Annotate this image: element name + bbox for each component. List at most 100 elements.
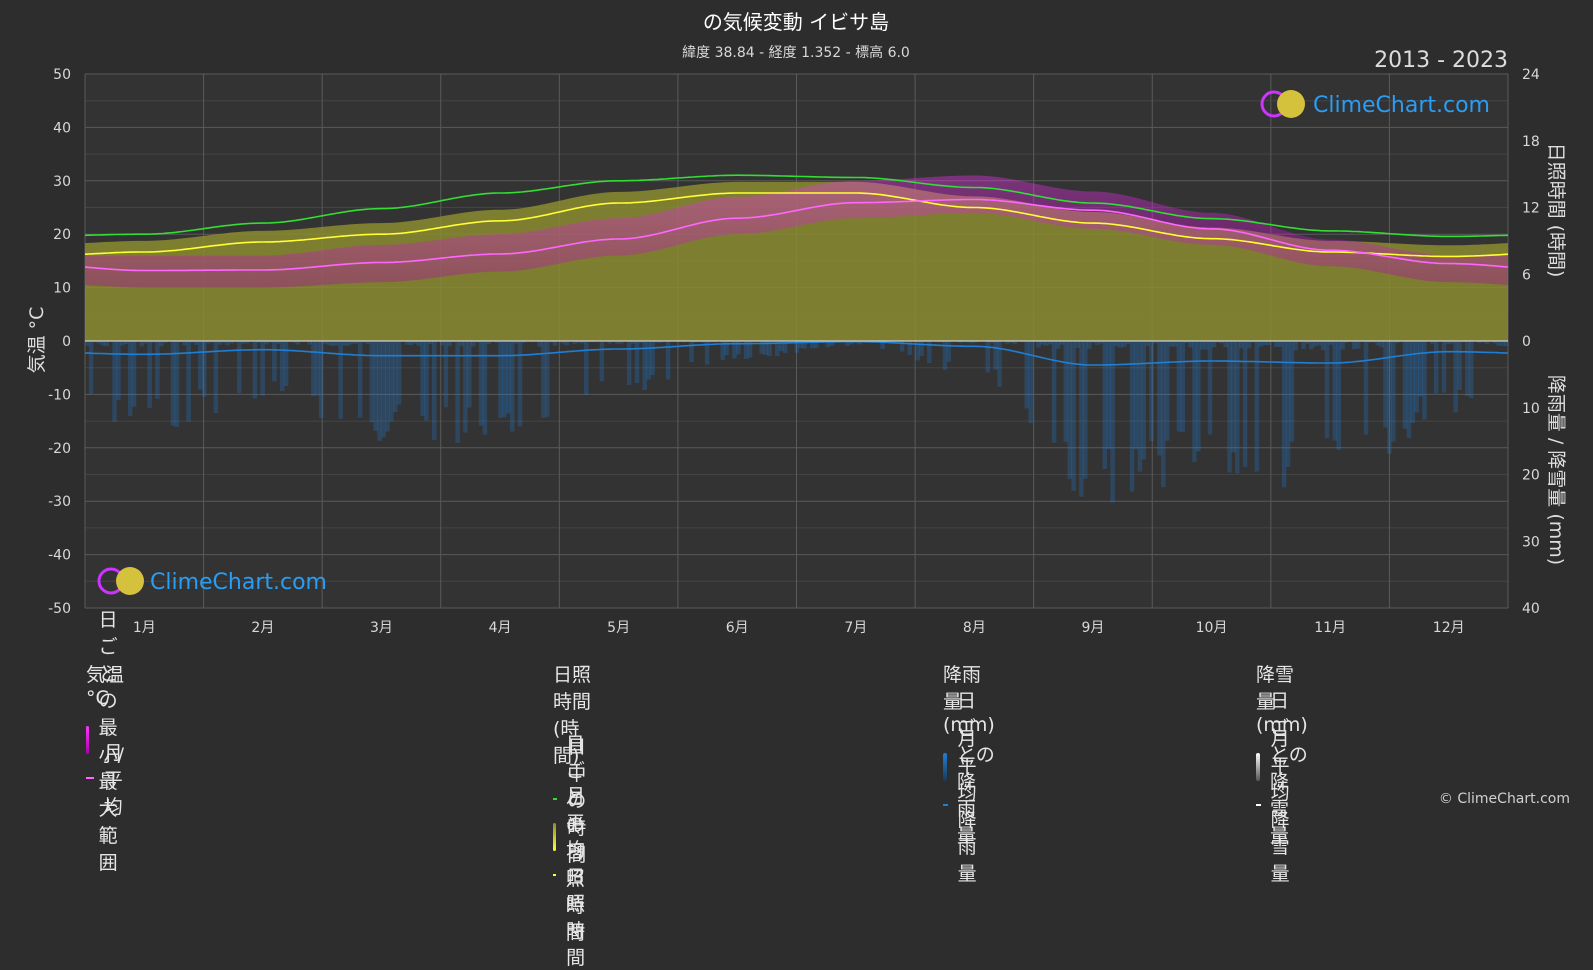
daily-rain-bar bbox=[140, 341, 144, 346]
x-tick-month: 5月 bbox=[607, 620, 630, 636]
daily-rain-bar bbox=[1274, 341, 1278, 347]
daily-rain-bar bbox=[1181, 341, 1185, 432]
daily-rain-bar bbox=[448, 341, 452, 346]
daily-rain-bar bbox=[635, 341, 639, 383]
daily-rain-bar bbox=[331, 341, 335, 346]
daily-rain-bar bbox=[202, 341, 206, 397]
daily-rain-bar bbox=[1204, 341, 1208, 349]
legend-sunshine-mean-label: 月平均日照時間 bbox=[566, 781, 596, 970]
legend-snow-mean: 月平均降雪量 bbox=[1256, 786, 1308, 824]
legend-snow: 降雪量 (mm) 日ごとの降雪量 月平均降雪量 bbox=[1256, 660, 1308, 824]
logo-top[interactable]: ClimeChart.com bbox=[1262, 90, 1490, 118]
daily-rain-bar bbox=[1333, 341, 1337, 440]
daily-rain-bar bbox=[1504, 341, 1508, 346]
x-tick-month: 10月 bbox=[1196, 620, 1228, 636]
daily-rain-bar bbox=[1375, 341, 1379, 345]
y-tick-sunshine: 18 bbox=[1522, 134, 1540, 150]
daily-rain-bar bbox=[335, 341, 339, 345]
legend-temp-mean-label: 月平均 bbox=[104, 738, 136, 819]
daily-rain-bar bbox=[1309, 341, 1313, 349]
daily-rain-bar bbox=[553, 341, 557, 346]
daily-rain-bar bbox=[518, 341, 522, 426]
legend-rain: 降雨量 (mm) 日ごとの降雨量 月平均降雨量 bbox=[943, 660, 995, 824]
daily-rain-bar bbox=[947, 341, 951, 362]
y-tick-temperature: 10 bbox=[53, 281, 71, 297]
x-tick-month: 2月 bbox=[251, 620, 274, 636]
temp-range-swatch bbox=[86, 726, 89, 754]
daily-rain-bar bbox=[545, 341, 549, 417]
chart-title: の気候変動 イビサ島 bbox=[703, 10, 889, 34]
daily-rain-bar bbox=[584, 341, 588, 395]
daily-rain-bar bbox=[159, 341, 163, 346]
legend-snow-mean-label: 月平均降雪量 bbox=[1271, 724, 1308, 886]
daily-rain-bar bbox=[1255, 341, 1259, 472]
daily-rain-bar bbox=[1247, 341, 1251, 348]
daily-rain-bar bbox=[338, 341, 342, 419]
year-range: 2013 - 2023 bbox=[1374, 48, 1508, 73]
logo-sun-icon bbox=[116, 567, 144, 595]
climate-chart: の気候変動 イビサ島 緯度 38.84 - 経度 1.352 - 標高 6.0 … bbox=[0, 0, 1593, 660]
daily-rain-bar bbox=[537, 341, 541, 347]
daily-rain-bar bbox=[986, 341, 990, 373]
daily-rain-bar bbox=[1239, 341, 1243, 348]
y-tick-sunshine: 6 bbox=[1522, 267, 1531, 283]
y-tick-temperature: -10 bbox=[48, 387, 71, 403]
daily-rain-bar bbox=[155, 341, 159, 399]
daily-rain-bar bbox=[311, 341, 315, 396]
daily-rain-bar bbox=[85, 341, 89, 346]
daily-rain-bar bbox=[104, 341, 108, 346]
daily-rain-bar bbox=[1177, 341, 1181, 432]
daily-rain-bar bbox=[440, 341, 444, 345]
daily-rain-bar bbox=[1442, 341, 1446, 393]
daily-rain-bar bbox=[444, 341, 448, 407]
snow-mean-swatch bbox=[1256, 804, 1261, 806]
y-axis-label-precip: 降雨量 / 降雪量 (mm) bbox=[1545, 375, 1567, 565]
daily-rain-bar bbox=[120, 341, 124, 345]
daily-rain-bar bbox=[1223, 341, 1227, 347]
daily-rain-bar bbox=[1414, 341, 1418, 412]
legend-rain-mean-label: 月平均降雨量 bbox=[958, 724, 995, 886]
legend-temperature: 気温 °C 日ごとの最小/最大範囲 月平均 bbox=[86, 660, 135, 797]
daily-rain-bar bbox=[315, 341, 319, 395]
daily-rain-bar bbox=[1138, 341, 1142, 472]
daily-rain-bar bbox=[1044, 341, 1048, 346]
daily-rain-bar bbox=[116, 341, 120, 400]
y-tick-sunshine: 0 bbox=[1522, 334, 1531, 350]
daily-rain-bar bbox=[1457, 341, 1461, 390]
y-tick-precip: 30 bbox=[1522, 534, 1540, 550]
daily-rain-bar bbox=[506, 341, 510, 414]
daily-rain-bar bbox=[393, 341, 397, 412]
daily-rain-bar bbox=[1286, 341, 1290, 467]
x-tick-month: 9月 bbox=[1081, 620, 1104, 636]
legend-sunshine: 日照時間 (時間) 日中の時間 日ごとの日照時間 月平均日照時間 bbox=[553, 660, 596, 894]
daily-rain-bar bbox=[342, 341, 346, 346]
daily-rain-bar bbox=[627, 341, 631, 385]
daily-rain-bar bbox=[1321, 341, 1325, 350]
y-tick-temperature: -20 bbox=[48, 441, 71, 457]
daily-rain-bar bbox=[1103, 341, 1107, 469]
daily-rain-bar bbox=[1243, 341, 1247, 467]
rain-daily-swatch bbox=[943, 753, 947, 781]
daily-rain-bar bbox=[346, 341, 350, 346]
snow-daily-swatch bbox=[1256, 753, 1260, 781]
daily-rain-bar bbox=[409, 341, 413, 345]
daily-rain-bar bbox=[1469, 341, 1473, 398]
daily-rain-bar bbox=[389, 341, 393, 422]
daily-rain-bar bbox=[132, 341, 136, 407]
daily-rain-bar bbox=[1145, 341, 1149, 346]
daily-rain-bar bbox=[1465, 341, 1469, 396]
daily-rain-bar bbox=[459, 341, 463, 346]
temp-mean-swatch bbox=[86, 777, 94, 779]
daily-rain-bar bbox=[1418, 341, 1422, 396]
daily-rain-bar bbox=[1294, 341, 1298, 350]
y-tick-temperature: 40 bbox=[53, 120, 71, 136]
legend-rain-mean: 月平均降雨量 bbox=[943, 786, 995, 824]
rain-mean-swatch bbox=[943, 804, 948, 806]
daily-rain-bar bbox=[565, 341, 569, 345]
daily-rain-bar bbox=[1165, 341, 1169, 441]
logo-text: ClimeChart.com bbox=[1313, 93, 1490, 118]
daily-rain-bar bbox=[327, 341, 331, 345]
daily-rain-bar bbox=[1122, 341, 1126, 347]
daily-rain-bar bbox=[1231, 341, 1235, 452]
logo-bottom[interactable]: ClimeChart.com bbox=[99, 567, 327, 595]
